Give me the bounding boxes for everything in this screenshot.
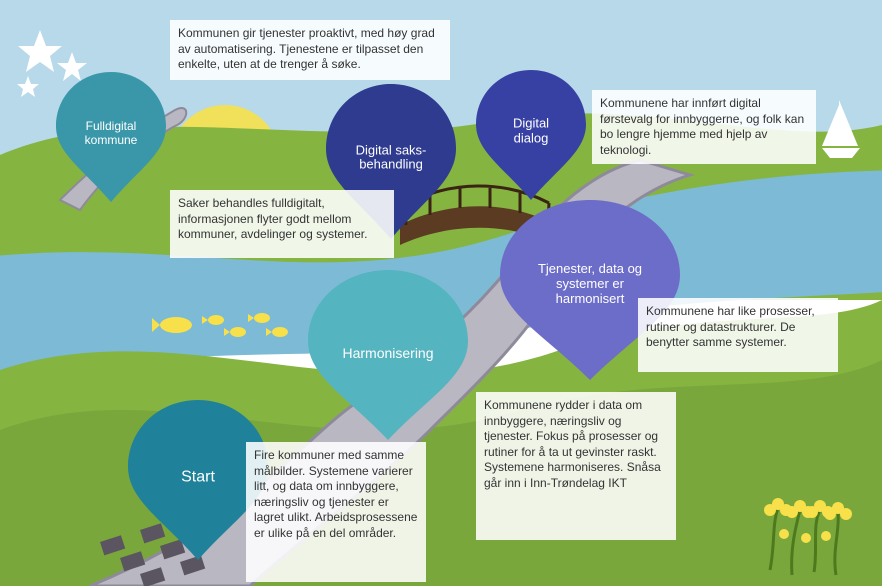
textbox-saks_desc: Saker behandles fulldigitalt, informasjo… [170, 190, 394, 258]
textbox-top: Kommunen gir tjenester proaktivt, med hø… [170, 20, 450, 80]
background-scenery [0, 0, 882, 586]
textbox-harmon_desc: Kommunene rydder i data om innbyggere, n… [476, 392, 676, 540]
textbox-start_desc: Fire kommuner med samme målbilder. Syste… [246, 442, 426, 582]
textbox-dialog_desc: Kommunene har innført digital førstevalg… [592, 90, 816, 164]
infographic-stage: Fulldigital kommuneDigital saks- behandl… [0, 0, 882, 586]
textbox-tjenester_desc: Kommunene har like prosesser, rutiner og… [638, 298, 838, 372]
